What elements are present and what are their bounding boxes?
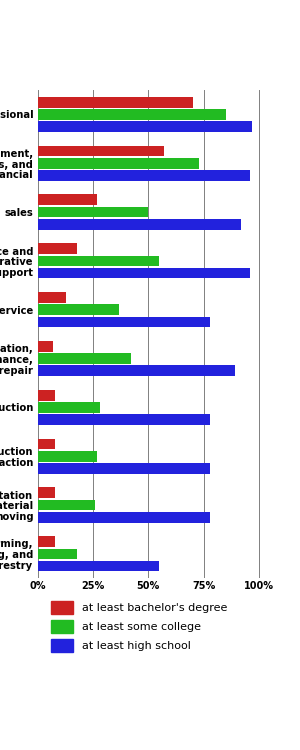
Bar <box>38 219 241 230</box>
Bar <box>38 122 252 132</box>
Bar <box>38 292 66 303</box>
Bar <box>38 402 100 412</box>
Bar <box>38 194 97 206</box>
Bar <box>38 316 210 327</box>
Bar <box>38 451 97 461</box>
Bar <box>38 243 77 254</box>
Bar <box>38 256 159 266</box>
Bar <box>38 353 130 364</box>
Bar <box>38 170 250 181</box>
Bar <box>38 97 193 107</box>
Bar <box>38 548 77 560</box>
Bar <box>38 268 250 278</box>
Bar <box>38 500 95 511</box>
Bar <box>38 439 55 449</box>
Bar <box>38 512 210 523</box>
Legend: at least bachelor's degree, at least some college, at least high school: at least bachelor's degree, at least som… <box>48 598 231 656</box>
Bar <box>38 158 199 169</box>
Bar <box>38 207 148 218</box>
Bar <box>38 109 226 120</box>
Bar <box>38 561 159 572</box>
Bar <box>38 146 164 157</box>
Bar <box>38 365 235 376</box>
Bar <box>38 390 55 400</box>
Bar <box>38 304 119 315</box>
Bar <box>38 414 210 425</box>
Bar <box>38 536 55 547</box>
Bar <box>38 341 53 352</box>
Bar <box>38 463 210 474</box>
Bar <box>38 488 55 498</box>
